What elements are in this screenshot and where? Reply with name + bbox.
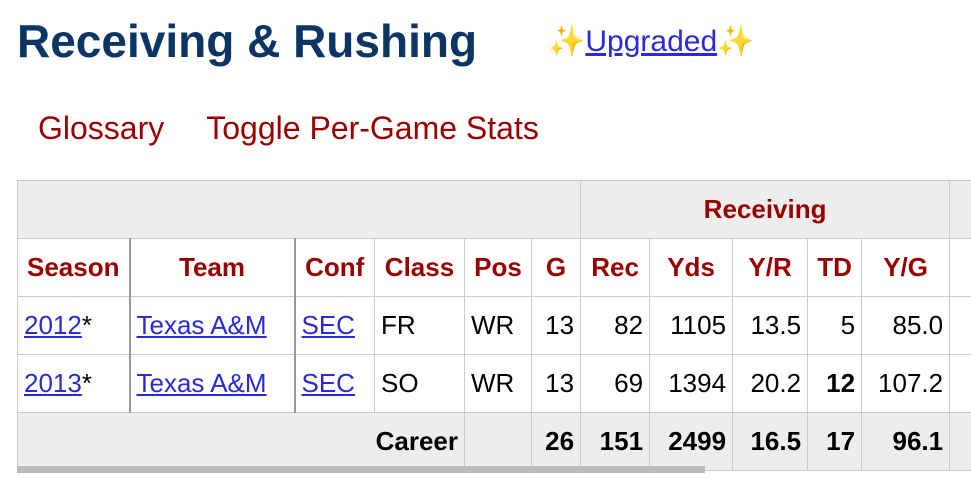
team-cell: Texas A&M: [129, 296, 296, 355]
team-link[interactable]: Texas A&M: [136, 368, 267, 398]
over-header-row: Receiving: [17, 180, 971, 239]
conf-link[interactable]: SEC: [301, 310, 355, 340]
class-cell: FR: [374, 296, 465, 355]
conf-cell: SEC: [294, 354, 375, 413]
season-cell: 2012*: [17, 296, 131, 355]
title: Receiving & Rushing: [17, 15, 478, 67]
column-header: Team: [129, 238, 296, 297]
rec-cell: 151: [580, 412, 651, 471]
yds-cell: 1105: [649, 296, 734, 355]
yg-cell: 85.0: [861, 296, 951, 355]
data-row: 2012* Texas A&M SEC FR WR 13 82 1105 13.5 5 85.0: [17, 296, 971, 355]
group-header: Receiving: [580, 180, 951, 239]
career-label: Career: [17, 412, 465, 471]
column-header: Y/G: [861, 238, 951, 297]
g-cell: 13: [530, 354, 582, 413]
yg-cell: 96.1: [861, 412, 951, 471]
td-cell: 12: [807, 354, 863, 413]
yr-cell: 20.2: [732, 354, 809, 413]
rec-cell: 69: [580, 354, 651, 413]
rec-cell: 82: [580, 296, 651, 355]
career-row: Career 26 151 2499 16.5 17 96.1: [17, 412, 971, 471]
season-cell: 2013*: [17, 354, 131, 413]
conf-cell: SEC: [294, 296, 375, 355]
column-header: Season: [17, 238, 131, 297]
sparkle: ✨: [548, 25, 586, 58]
stats-table: Receiving Season Team Conf Class Pos G Rec Yds Y/…: [17, 180, 971, 471]
blank-cell: [17, 180, 582, 239]
glossary-link[interactable]: Glossary: [38, 110, 165, 146]
column-header: Yds: [649, 238, 734, 297]
column-header: Pos: [464, 238, 532, 297]
sparkle: ✨: [717, 25, 755, 58]
table-wrap: Receiving Season Team Conf Class Pos G Rec Yds Y/…: [17, 180, 971, 471]
yds-cell: 1394: [649, 354, 734, 413]
g-cell: 26: [530, 412, 582, 471]
team-cell: Texas A&M: [129, 354, 296, 413]
links: Glossary Toggle Per-Game Stats: [38, 110, 581, 147]
td-cell: 17: [807, 412, 863, 471]
season-link[interactable]: 2012: [24, 310, 82, 340]
blank-cell: [949, 180, 971, 239]
blank-cell: [949, 412, 971, 471]
yg-cell: 107.2: [861, 354, 951, 413]
yr-cell: 16.5: [732, 412, 809, 471]
toggle-link[interactable]: Toggle Per-Game Stats: [206, 110, 539, 146]
column-header: Y/R: [732, 238, 809, 297]
badge: ✨Upgraded✨: [548, 24, 754, 59]
team-link[interactable]: Texas A&M: [136, 310, 267, 340]
td-cell: 5: [807, 296, 863, 355]
pos-cell: WR: [464, 354, 532, 413]
conf-link[interactable]: SEC: [301, 368, 355, 398]
column-header: G: [530, 238, 582, 297]
blank-cell: [949, 296, 971, 355]
pos-cell: WR: [464, 296, 532, 355]
yr-cell: 13.5: [732, 296, 809, 355]
scrollbar: [17, 466, 705, 473]
season-note: *: [81, 310, 92, 340]
data-row: 2013* Texas A&M SEC SO WR 13 69 1394 20.2 12 107.2: [17, 354, 971, 413]
yds-cell: 2499: [649, 412, 734, 471]
column-header: Conf: [294, 238, 375, 297]
column-header: Class: [374, 238, 465, 297]
class-cell: SO: [374, 354, 465, 413]
column-header: A: [949, 238, 971, 297]
season-note: *: [81, 368, 92, 398]
blank-cell: [949, 354, 971, 413]
column-header: Rec: [580, 238, 651, 297]
blank-cell: [464, 412, 532, 471]
upgraded-link[interactable]: Upgraded: [585, 25, 718, 58]
column-header: TD: [807, 238, 863, 297]
season-link[interactable]: 2013: [24, 368, 82, 398]
g-cell: 13: [530, 296, 582, 355]
